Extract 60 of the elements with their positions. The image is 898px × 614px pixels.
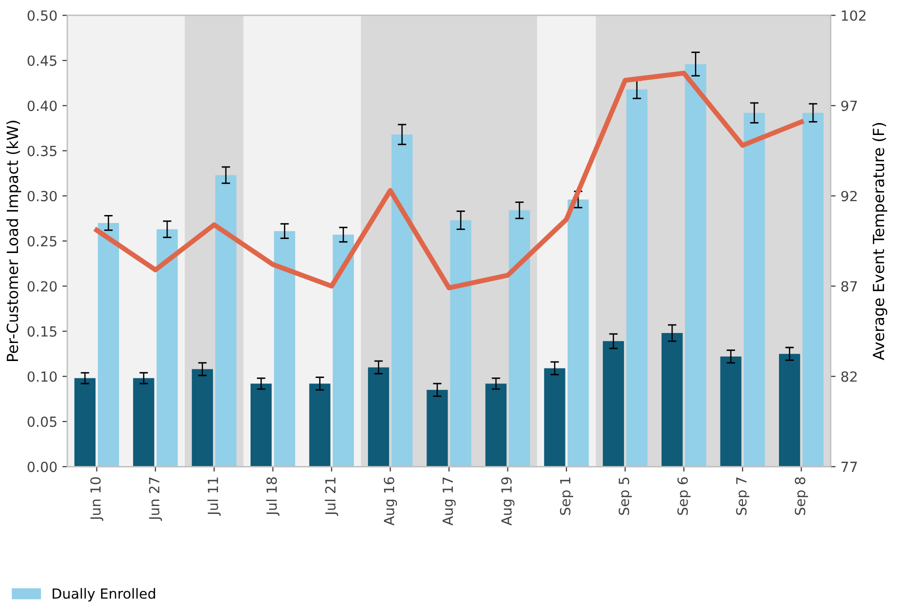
- bar: [778, 354, 800, 467]
- x-tick-label: Jul 11: [207, 478, 221, 516]
- line-series: [94, 70, 804, 290]
- bar: [450, 220, 472, 467]
- bar: [744, 112, 765, 467]
- bar: [332, 234, 354, 467]
- bar: [391, 134, 413, 467]
- y2-tick-label: 102: [842, 10, 866, 21]
- y2-tick-label: 82: [841, 371, 857, 382]
- x-tick-label: Sep 1: [560, 478, 574, 515]
- bar: [662, 333, 683, 467]
- x-tick-label: Aug 16: [384, 477, 398, 526]
- x-tick-label: Sep 7: [736, 478, 750, 515]
- y-tick-label: 0.15: [28, 326, 56, 337]
- bar: [485, 384, 507, 467]
- y-tick-label: 0.05: [28, 416, 56, 427]
- x-tick-label: Sep 5: [618, 478, 632, 515]
- y2-axis-title: Average Event Temperature (F): [872, 123, 888, 360]
- x-tick-label: Jul 21: [324, 478, 338, 516]
- bar: [192, 369, 213, 467]
- y-tick-label: 0.50: [28, 10, 57, 21]
- bar: [274, 231, 296, 467]
- x-tick-label: Jun 27: [148, 478, 162, 521]
- bar: [426, 390, 448, 467]
- bar: [602, 341, 624, 467]
- bar: [720, 356, 742, 467]
- bar: [568, 199, 589, 467]
- y2-tick-label: 87: [841, 281, 857, 292]
- y2-tick-label: 77: [842, 462, 857, 472]
- y-tick-label: 0.30: [28, 190, 57, 202]
- bar: [508, 210, 530, 467]
- y-axis-title: Per-Customer Load Impact (kW): [6, 120, 22, 362]
- y-tick-label: 0.20: [28, 281, 57, 292]
- bar: [74, 378, 96, 467]
- y-tick-label: 0.00: [28, 462, 57, 472]
- bar: [250, 384, 272, 467]
- bar: [368, 367, 390, 467]
- bar: [626, 89, 648, 467]
- bar: [133, 378, 154, 467]
- y-tick-label: 0.25: [28, 236, 56, 246]
- bar: [215, 175, 236, 467]
- y2-tick-label: 92: [841, 190, 857, 202]
- x-tick-label: Aug 19: [501, 477, 514, 526]
- y-tick-label: 0.40: [28, 100, 57, 112]
- x-tick-label: Sep 6: [677, 477, 691, 515]
- x-tick-label: Jul 18: [266, 477, 280, 516]
- bar: [98, 222, 120, 467]
- bar: [802, 112, 824, 467]
- y-tick-label: 0.10: [28, 371, 57, 382]
- x-tick-label: Jun 10: [90, 477, 104, 521]
- y-tick-label: 0.35: [28, 146, 56, 156]
- bar: [309, 384, 330, 467]
- x-tick-label: Aug 17: [442, 478, 456, 526]
- bar: [544, 368, 566, 467]
- y-tick-label: 0.45: [28, 55, 56, 66]
- bar: [156, 229, 178, 467]
- legend-label: Dually Enrolled: [52, 588, 156, 602]
- x-tick-label: Sep 8: [794, 477, 808, 515]
- y2-tick-label: 97: [841, 100, 857, 112]
- bar: [685, 64, 706, 467]
